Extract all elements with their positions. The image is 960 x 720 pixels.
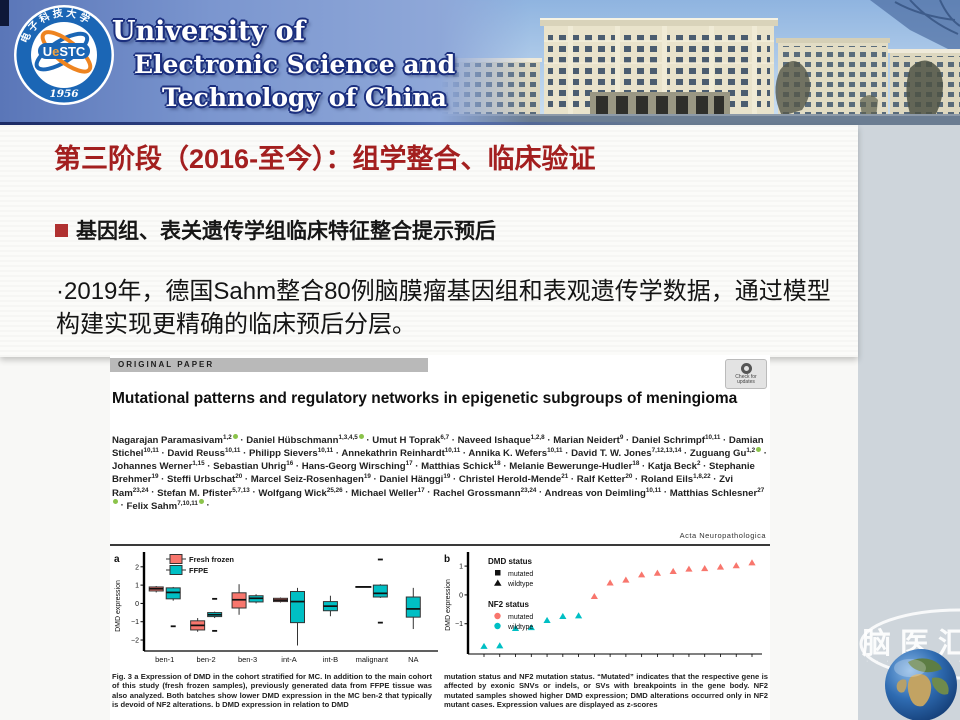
corner-notch xyxy=(0,0,9,26)
uestc-logo-icon: 电 子 科 技 大 学 UeSTC 1956 xyxy=(14,5,114,105)
svg-text:NF2 status: NF2 status xyxy=(488,600,529,609)
header-banner: 电 子 科 技 大 学 UeSTC 1956 University of Ele… xyxy=(0,0,960,125)
globe-icon xyxy=(885,649,957,720)
intro-block: 第三阶段（2016-至今）：组学整合、临床验证 基因组、表关遗传学组临床特征整合… xyxy=(0,125,858,357)
svg-text:−2: −2 xyxy=(131,638,139,645)
svg-text:2: 2 xyxy=(135,564,139,571)
campus-building-illustration xyxy=(440,0,960,125)
page-title: 第三阶段（2016-至今）：组学整合、临床验证 xyxy=(54,144,596,174)
check-updates-icon xyxy=(740,362,752,374)
svg-text:NA: NA xyxy=(408,655,418,664)
svg-text:ben-3: ben-3 xyxy=(238,655,257,664)
paper-title: Mutational patterns and regulatory netwo… xyxy=(112,390,738,407)
university-name-line3: Technology of China xyxy=(162,83,447,112)
svg-text:DMD status: DMD status xyxy=(488,557,533,566)
caption-right: mutation status and NF2 mutation status.… xyxy=(444,672,768,710)
journal-name: Acta Neuropathologica xyxy=(679,531,766,540)
bullet-square-icon xyxy=(55,223,68,237)
svg-text:1: 1 xyxy=(135,583,139,590)
svg-text:mutated: mutated xyxy=(508,571,533,578)
university-name-line1: University of xyxy=(112,16,306,47)
svg-text:DMD expression: DMD expression xyxy=(115,580,122,632)
bullet-row: 基因组、表关遗传学组临床特征整合提示预后 xyxy=(55,215,496,245)
svg-text:int-A: int-A xyxy=(281,655,296,664)
caption-row: Fig. 3 a Expression of DMD in the cohort… xyxy=(112,672,768,710)
body-paragraph: ·2019年，德国Sahm整合80例脑膜瘤基因组和表观遗传学数据，通过模型构建实… xyxy=(56,278,831,339)
svg-text:0: 0 xyxy=(135,601,139,608)
bullet-heading: 基因组、表关遗传学组临床特征整合提示预后 xyxy=(76,220,496,243)
svg-text:1: 1 xyxy=(459,564,463,571)
logo-year: 1956 xyxy=(49,88,79,100)
panel-a-boxplot: a 2 1 0 −1 −2 DMD expression ben-1 ben-2 ben-3 int… xyxy=(114,552,438,664)
check-updates-label: Check for updates xyxy=(735,373,757,385)
author-list: Nagarajan Paramasivam1,2 · Daniel Hübsch… xyxy=(112,434,768,512)
slide-content: 第三阶段（2016-至今）：组学整合、临床验证 基因组、表关遗传学组临床特征整合… xyxy=(0,125,858,720)
figure-row: a 2 1 0 −1 −2 DMD expression ben-1 ben-2 ben-3 int… xyxy=(110,548,770,668)
paper-panel: ORIGINAL PAPER Check for updates Mutatio… xyxy=(110,355,770,720)
svg-text:wildtype: wildtype xyxy=(507,624,533,631)
svg-text:int-B: int-B xyxy=(323,655,338,664)
svg-text:0: 0 xyxy=(459,592,463,599)
divider-rule xyxy=(110,544,770,546)
svg-text:Fresh frozen: Fresh frozen xyxy=(189,555,234,564)
svg-text:FFPE: FFPE xyxy=(189,566,208,575)
svg-text:DMD expression: DMD expression xyxy=(445,579,452,631)
svg-text:ben-1: ben-1 xyxy=(155,655,174,664)
paper-kicker: ORIGINAL PAPER xyxy=(110,358,428,372)
svg-text:wildtype: wildtype xyxy=(507,581,533,588)
svg-text:a: a xyxy=(114,554,120,565)
svg-text:b: b xyxy=(444,554,450,565)
svg-text:−1: −1 xyxy=(455,621,463,628)
svg-text:ben-2: ben-2 xyxy=(197,655,216,664)
svg-text:−1: −1 xyxy=(131,619,139,626)
svg-text:malignant: malignant xyxy=(356,655,389,664)
university-name-line2: Electronic Science and xyxy=(134,50,456,79)
university-name: University of Electronic Science and Tec… xyxy=(112,16,455,112)
caption-left: Fig. 3 a Expression of DMD in the cohort… xyxy=(112,672,432,710)
svg-text:mutated: mutated xyxy=(508,614,533,621)
check-updates-badge: Check for updates xyxy=(725,359,767,389)
logo-acronym: UeSTC xyxy=(43,44,86,59)
